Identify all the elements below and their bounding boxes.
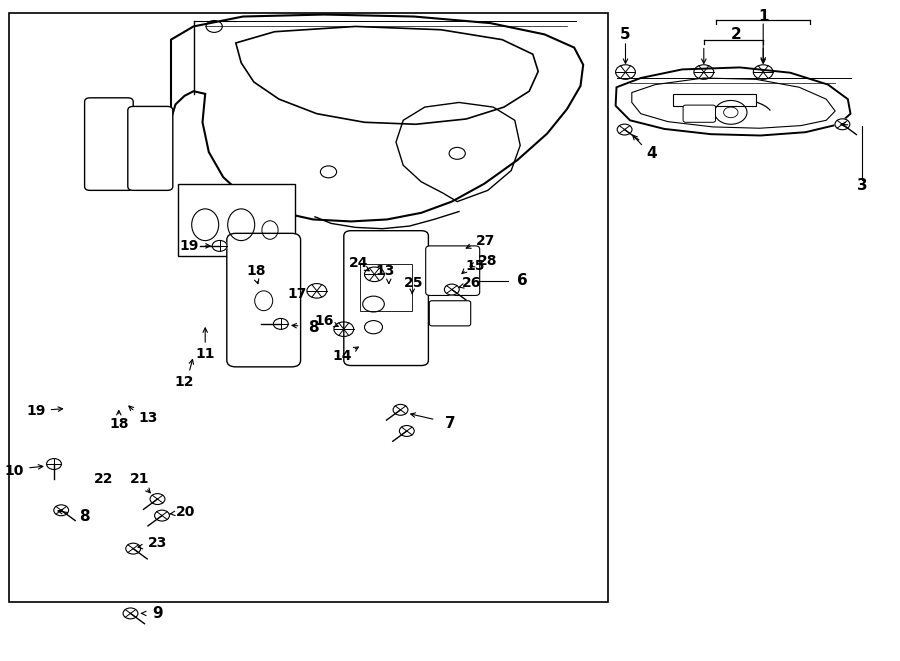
Text: 15: 15 bbox=[465, 258, 485, 273]
Text: 21: 21 bbox=[130, 472, 149, 486]
Circle shape bbox=[445, 284, 459, 295]
Bar bbox=[673, 94, 756, 106]
Text: 13: 13 bbox=[375, 264, 395, 278]
Text: 18: 18 bbox=[109, 417, 129, 432]
Text: 8: 8 bbox=[79, 510, 90, 524]
Bar bbox=[9, 13, 608, 602]
Text: 2: 2 bbox=[731, 27, 742, 42]
Text: 5: 5 bbox=[620, 27, 631, 42]
Text: 19: 19 bbox=[26, 404, 46, 418]
Circle shape bbox=[212, 241, 227, 251]
Circle shape bbox=[617, 124, 632, 135]
Text: 7: 7 bbox=[445, 416, 455, 430]
Circle shape bbox=[393, 405, 408, 415]
Text: 24: 24 bbox=[348, 256, 368, 270]
Text: 9: 9 bbox=[152, 606, 163, 621]
Text: 13: 13 bbox=[139, 410, 158, 425]
Circle shape bbox=[47, 459, 61, 469]
FancyBboxPatch shape bbox=[429, 301, 471, 326]
FancyBboxPatch shape bbox=[227, 233, 301, 367]
Text: 23: 23 bbox=[148, 536, 167, 551]
Text: 28: 28 bbox=[478, 254, 498, 268]
FancyBboxPatch shape bbox=[683, 105, 716, 122]
Text: 20: 20 bbox=[176, 505, 195, 520]
Bar bbox=[360, 264, 412, 311]
FancyBboxPatch shape bbox=[426, 246, 480, 295]
Text: 14: 14 bbox=[332, 348, 352, 363]
Circle shape bbox=[126, 543, 140, 554]
Circle shape bbox=[400, 426, 414, 436]
FancyBboxPatch shape bbox=[128, 106, 173, 190]
Circle shape bbox=[835, 119, 850, 130]
Text: 17: 17 bbox=[287, 287, 307, 301]
Text: 4: 4 bbox=[646, 146, 657, 161]
Text: 27: 27 bbox=[476, 234, 496, 249]
Circle shape bbox=[123, 608, 138, 619]
FancyBboxPatch shape bbox=[85, 98, 133, 190]
FancyBboxPatch shape bbox=[344, 231, 428, 366]
Text: 3: 3 bbox=[857, 178, 868, 192]
Circle shape bbox=[150, 494, 165, 504]
Text: 12: 12 bbox=[175, 375, 194, 389]
Circle shape bbox=[54, 505, 68, 516]
Text: 8: 8 bbox=[308, 320, 319, 334]
Text: 6: 6 bbox=[517, 274, 527, 288]
Text: 1: 1 bbox=[758, 9, 769, 24]
Text: 19: 19 bbox=[179, 239, 199, 253]
Text: 16: 16 bbox=[314, 313, 334, 328]
Text: 22: 22 bbox=[94, 472, 113, 486]
Bar bbox=[178, 184, 295, 256]
Text: 18: 18 bbox=[247, 264, 266, 278]
Circle shape bbox=[155, 510, 169, 521]
Text: 10: 10 bbox=[4, 463, 24, 478]
Text: 26: 26 bbox=[462, 276, 482, 290]
Text: 11: 11 bbox=[195, 346, 215, 361]
Circle shape bbox=[274, 319, 288, 329]
Text: 25: 25 bbox=[404, 276, 424, 290]
